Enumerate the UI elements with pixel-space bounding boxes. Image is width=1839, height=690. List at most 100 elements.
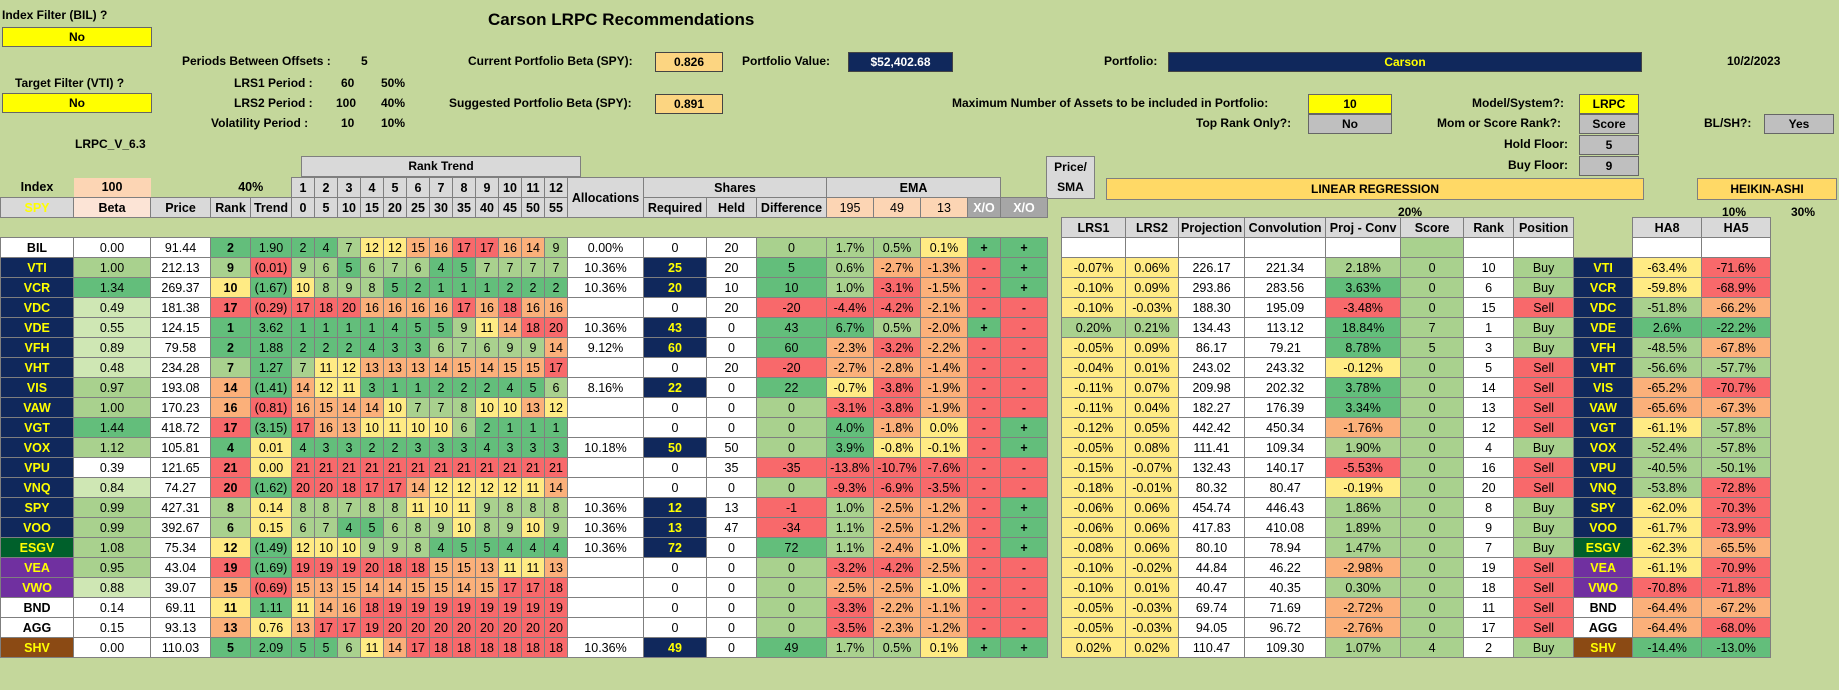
table-row: ESGV 1.08 75.34 12 (1.49) 12 10 10 9 9 8 4 5 5 4 4 4 10.3… bbox=[0, 537, 1772, 558]
rank-trend-header: Rank Trend bbox=[301, 156, 581, 177]
rank-trend-cell: 20 bbox=[544, 317, 568, 338]
top-rank-label: Top Rank Only?: bbox=[1196, 116, 1292, 130]
rank-trend-cell: 7 bbox=[475, 257, 499, 278]
rank-cell: 21 bbox=[210, 457, 251, 478]
table-row: VOO 0.99 392.67 6 0.15 6 7 4 5 6 8 9 10 8 9 10 9 10.36% 13… bbox=[0, 517, 1772, 538]
proj-conv-cell: 1.86% bbox=[1325, 497, 1402, 518]
rank-trend-cell: 8 bbox=[498, 497, 522, 518]
ha8-cell: -48.5% bbox=[1632, 337, 1703, 358]
lrs1-cell: -0.11% bbox=[1061, 397, 1126, 418]
required-cell: 60 bbox=[643, 337, 707, 358]
required-cell: 0 bbox=[643, 457, 707, 478]
buy-floor-value[interactable]: 9 bbox=[1579, 156, 1639, 176]
rank-trend-cell: 21 bbox=[475, 457, 499, 478]
rank-trend-cell: 12 bbox=[337, 357, 361, 378]
portfolio-name[interactable]: Carson bbox=[1168, 52, 1642, 72]
lrs1-cell: -0.05% bbox=[1061, 617, 1126, 638]
ema13-cell: -1.3% bbox=[920, 257, 968, 278]
ha-ticker-cell: SPY bbox=[1573, 497, 1634, 518]
rank-trend-cell: 11 bbox=[314, 357, 338, 378]
rank-trend-cell: 20 bbox=[337, 297, 361, 318]
trend-cell: 1.11 bbox=[250, 597, 292, 618]
max-assets-value[interactable]: 10 bbox=[1308, 94, 1392, 114]
rank-trend-cell: 9 bbox=[521, 337, 545, 358]
ha8-cell: -40.5% bbox=[1632, 457, 1703, 478]
rank-trend-cell: 14 bbox=[429, 357, 453, 378]
target-filter-value[interactable]: No bbox=[2, 93, 152, 113]
ha-ticker-cell: VDC bbox=[1573, 297, 1634, 318]
rank-trend-cell: 12 bbox=[498, 477, 522, 498]
table-row: VHT 0.48 234.28 7 1.27 7 11 12 13 13 13 14 15 14 15 15 1… bbox=[0, 357, 1772, 378]
hold-floor-value[interactable]: 5 bbox=[1579, 135, 1639, 155]
rank-trend-cell: 15 bbox=[337, 577, 361, 598]
rank-trend-cell: 13 bbox=[360, 357, 384, 378]
mom-label: Mom or Score Rank?: bbox=[1437, 116, 1562, 130]
rank-trend-cell: 7 bbox=[406, 397, 430, 418]
allocation-cell: 10.36% bbox=[567, 257, 644, 278]
rank-trend-cell: 9 bbox=[498, 517, 522, 538]
ha-ticker-cell: VWO bbox=[1573, 577, 1634, 598]
projection-cell bbox=[1177, 237, 1246, 258]
rank-trend-cell: 20 bbox=[544, 617, 568, 638]
rank-trend-cell: 19 bbox=[429, 597, 453, 618]
rank-trend-cell: 4 bbox=[521, 537, 545, 558]
ha5-cell: -70.3% bbox=[1701, 497, 1772, 518]
required-cell: 43 bbox=[643, 317, 707, 338]
ema195-cell: -3.1% bbox=[826, 397, 874, 418]
rank-trend-cell: 17 bbox=[291, 297, 315, 318]
blsh-value[interactable]: Yes bbox=[1764, 114, 1834, 134]
price-cell: 79.58 bbox=[150, 337, 211, 358]
required-cell: 0 bbox=[643, 237, 707, 258]
trend-cell: 0.76 bbox=[250, 617, 292, 638]
held-cell: 0 bbox=[706, 597, 757, 618]
rank-trend-cell: 11 bbox=[291, 597, 315, 618]
ha8-cell: -61.1% bbox=[1632, 557, 1703, 578]
rank-trend-cell: 10 bbox=[429, 417, 453, 438]
lr-rank-cell: 18 bbox=[1463, 577, 1515, 598]
position-cell: Sell bbox=[1513, 357, 1575, 378]
required-cell: 0 bbox=[643, 617, 707, 638]
rank-trend-cell: 10 bbox=[291, 277, 315, 298]
ha8-header: HA8 bbox=[1632, 217, 1703, 238]
rank-trend-cell: 3 bbox=[314, 437, 338, 458]
ema-xo-cell: - bbox=[967, 397, 1001, 418]
rank-trend-cell: 7 bbox=[498, 257, 522, 278]
held-cell: 20 bbox=[706, 297, 757, 318]
ema-xo-cell: - bbox=[967, 517, 1001, 538]
model-value[interactable]: LRPC bbox=[1579, 94, 1639, 114]
rank-trend-cell: 1 bbox=[314, 317, 338, 338]
main-table: Index 100 40% 1 2 3 4 5 6 7 8 9 10 11 12… bbox=[0, 177, 1772, 658]
rank-trend-cell: 6 bbox=[360, 257, 384, 278]
top-rank-value[interactable]: No bbox=[1308, 114, 1392, 134]
mom-value[interactable]: Score bbox=[1579, 114, 1639, 134]
ema13-cell: -2.2% bbox=[920, 337, 968, 358]
rank-trend-cell: 4 bbox=[498, 377, 522, 398]
rank-trend-cell: 10 bbox=[406, 417, 430, 438]
convolution-cell bbox=[1244, 237, 1327, 258]
rank-trend-cell: 14 bbox=[544, 337, 568, 358]
rank-trend-cell: 7 bbox=[337, 237, 361, 258]
rank-trend-cell: 21 bbox=[337, 457, 361, 478]
ticker-cell: VIS bbox=[0, 377, 74, 398]
rank-trend-cell: 16 bbox=[429, 297, 453, 318]
sma-xo-cell: + bbox=[1000, 537, 1048, 558]
lr-rank-cell: 11 bbox=[1463, 597, 1515, 618]
rank-trend-cell: 9 bbox=[475, 497, 499, 518]
rank-trend-cell: 14 bbox=[498, 317, 522, 338]
offsets-label: Periods Between Offsets : bbox=[182, 54, 331, 68]
difference-cell: -20 bbox=[756, 297, 827, 318]
allocation-cell bbox=[567, 357, 644, 378]
ema13-cell: -0.1% bbox=[920, 437, 968, 458]
lr-rank-cell: 14 bbox=[1463, 377, 1515, 398]
score-cell: 0 bbox=[1400, 517, 1465, 538]
ema-xo-cell: - bbox=[967, 437, 1001, 458]
ticker-cell: VGT bbox=[0, 417, 74, 438]
table-row: VCR 1.34 269.37 10 (1.67) 10 8 9 8 5 2 1 1 1 2 2 2 10.36%… bbox=[0, 277, 1772, 298]
ticker-cell: BIL bbox=[0, 237, 74, 258]
ha8-cell: 2.6% bbox=[1632, 317, 1703, 338]
ha8-cell: -70.8% bbox=[1632, 577, 1703, 598]
index-filter-value[interactable]: No bbox=[2, 27, 152, 47]
held-cell: 13 bbox=[706, 497, 757, 518]
portfolio-value-label: Portfolio Value: bbox=[742, 54, 831, 68]
projection-cell: 111.41 bbox=[1177, 437, 1246, 458]
